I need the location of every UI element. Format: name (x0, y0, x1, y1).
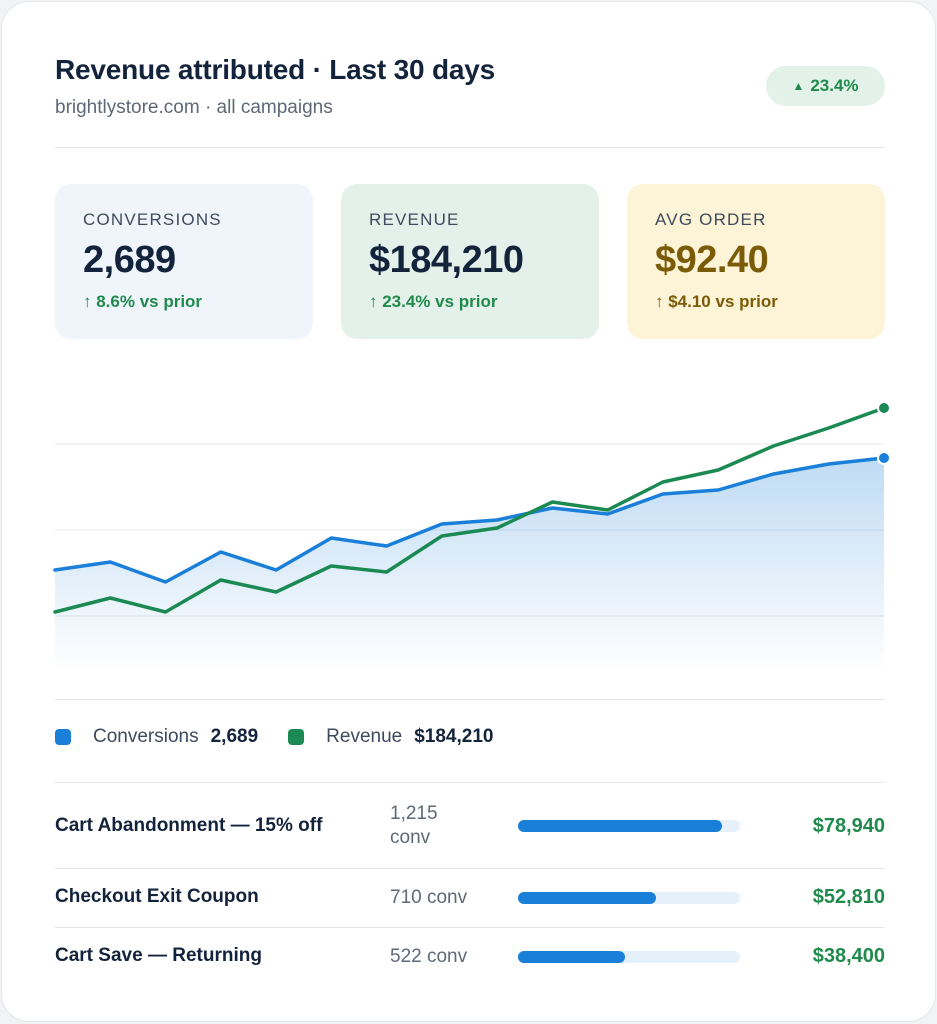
campaign-conversions: 522 conv (390, 946, 468, 967)
campaign-conversions: 710 conv (390, 887, 468, 908)
legend-label-conversions: Conversions (93, 726, 199, 747)
kpi-revenue: REVENUE $184,210 ↑ 23.4% vs prior (341, 184, 599, 339)
campaign-conversions: 1,215 conv (390, 802, 438, 850)
growth-badge-value: 23.4% (810, 76, 859, 95)
campaign-share-bar (518, 892, 740, 904)
legend-swatch-conversions (55, 729, 71, 745)
kpi-value: 2,689 (83, 239, 176, 281)
row-divider (55, 927, 885, 928)
campaign-share-bar (518, 951, 740, 963)
kpi-delta: ↑ 8.6% vs prior (83, 292, 203, 311)
campaign-name: Cart Abandonment — 15% off (55, 815, 323, 836)
legend-value-conversions: 2,689 (210, 726, 259, 747)
campaign-conversions-unit: conv (390, 827, 431, 848)
campaign-row[interactable]: Checkout Exit Coupon 710 conv $52,810 (55, 886, 885, 912)
campaign-name: Cart Save — Returning (55, 945, 262, 966)
kpi-label: AVG ORDER (655, 210, 767, 229)
kpi-label: REVENUE (369, 210, 460, 229)
chart-divider (55, 699, 885, 700)
campaign-share-fill (518, 820, 723, 832)
legend-label-revenue: Revenue (326, 726, 403, 747)
campaign-revenue: $52,810 (812, 886, 885, 908)
kpi-value: $184,210 (369, 239, 524, 281)
card-title: Revenue attributed · Last 30 days (55, 54, 495, 85)
kpi-value: $92.40 (655, 239, 769, 281)
campaign-share-fill (518, 951, 625, 963)
campaign-conversions-count: 1,215 (390, 803, 438, 824)
campaign-share-bar (518, 820, 740, 832)
series-end-point-revenue (877, 401, 891, 415)
kpi-avg-order: AVG ORDER $92.40 ↑ $4.10 vs prior (627, 184, 885, 339)
kpi-label: CONVERSIONS (83, 210, 222, 229)
header-divider (55, 147, 885, 148)
trend-chart (53, 401, 891, 672)
campaign-revenue: $78,940 (812, 815, 885, 837)
campaign-revenue: $38,400 (812, 945, 885, 967)
growth-badge: ▲ 23.4% (766, 66, 885, 106)
campaign-name: Checkout Exit Coupon (55, 886, 259, 907)
series-line-conversions (53, 456, 886, 584)
card-subtitle: brightlystore.com · all campaigns (55, 97, 333, 118)
kpi-delta: ↑ 23.4% vs prior (369, 292, 498, 311)
series-area-conversions (55, 458, 884, 672)
kpi-delta: ↑ $4.10 vs prior (655, 292, 778, 311)
legend-swatch-revenue (288, 729, 305, 745)
series-line-revenue (53, 406, 886, 614)
legend-divider (55, 782, 885, 783)
campaign-row[interactable]: Cart Save — Returning 522 conv $38,400 (55, 945, 885, 971)
campaign-row[interactable]: Cart Abandonment — 15% off 1,215 conv $7… (55, 802, 885, 852)
kpi-conversions: CONVERSIONS 2,689 ↑ 8.6% vs prior (55, 184, 313, 339)
legend-value-revenue: $184,210 (414, 726, 494, 747)
chart-legend: Conversions 2,689 Revenue $184,210 (55, 726, 523, 748)
row-divider (55, 868, 885, 869)
series-end-point-conversions (877, 451, 891, 465)
campaign-share-fill (518, 892, 656, 904)
triangle-up-icon: ▲ (792, 79, 805, 93)
